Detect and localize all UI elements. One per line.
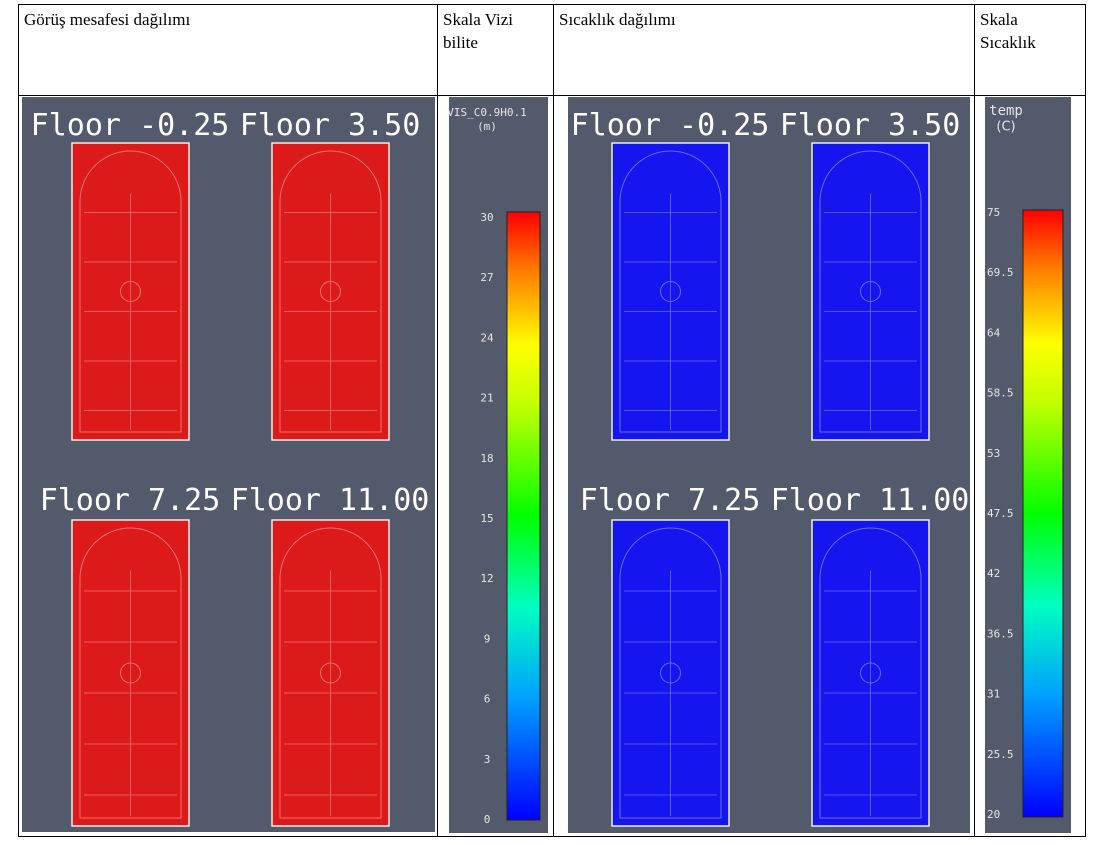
colorbar [1023, 210, 1063, 817]
floor-label: Floor -0.25 [571, 108, 770, 143]
scale-unit: (C) [996, 120, 1015, 135]
scale-title: VIS_C0.9H0.1 [447, 106, 526, 119]
floor-label: Floor 3.50 [240, 108, 421, 143]
scale-tick-label: 24 [480, 331, 494, 344]
scale-tick-label: 30 [480, 211, 493, 224]
floor-label: Floor 7.25 [40, 483, 221, 518]
scale-tick-label: 69.5 [987, 266, 1014, 279]
scale-tick-label: 25.5 [987, 748, 1014, 761]
scale-tick-label: 27 [480, 271, 493, 284]
scale-tick-label: 3 [484, 753, 491, 766]
scale-tick-label: 36.5 [987, 627, 1014, 640]
scale-tick-label: 53 [987, 447, 1000, 460]
floor-plan [812, 143, 929, 440]
floor-plan [272, 143, 389, 440]
floor-plan [612, 520, 729, 826]
scale-tick-label: 31 [987, 688, 1000, 701]
scale-tick-label: 15 [480, 512, 493, 525]
scale-tick-label: 12 [480, 572, 493, 585]
floor-label: Floor 3.50 [780, 108, 961, 143]
scale-tick-label: 20 [987, 808, 1000, 821]
scale-tick-label: 9 [484, 632, 491, 645]
scale-tick-label: 58.5 [987, 387, 1014, 400]
scale-title: temp [989, 103, 1023, 119]
scale-tick-label: 21 [480, 392, 493, 405]
colorbar [507, 212, 540, 820]
figures: VIS_C0.9H0.1 (m) temp (C) Floor -0.25 Flo… [0, 0, 1103, 845]
scale-tick-label: 75 [987, 206, 1000, 219]
floor-plan [812, 520, 929, 826]
floor-plan [72, 143, 189, 440]
scale-tick-label: 47.5 [987, 507, 1014, 520]
floor-label: Floor 7.25 [580, 483, 761, 518]
floor-plan [72, 520, 189, 826]
floor-label: Floor 11.00 [771, 483, 970, 518]
scale-tick-label: 64 [987, 326, 1001, 339]
scale-tick-label: 18 [480, 452, 493, 465]
floor-label: Floor -0.25 [31, 108, 230, 143]
floor-plan [272, 520, 389, 826]
floor-plan [612, 143, 729, 440]
floor-label: Floor 11.00 [231, 483, 430, 518]
scale-tick-label: 6 [484, 693, 491, 706]
scale-unit: (m) [477, 120, 497, 133]
scale-tick-label: 42 [987, 567, 1000, 580]
scale-tick-label: 0 [484, 813, 491, 826]
page: Görüş mesafesi dağılımı Skala Vizibilite… [0, 0, 1103, 845]
